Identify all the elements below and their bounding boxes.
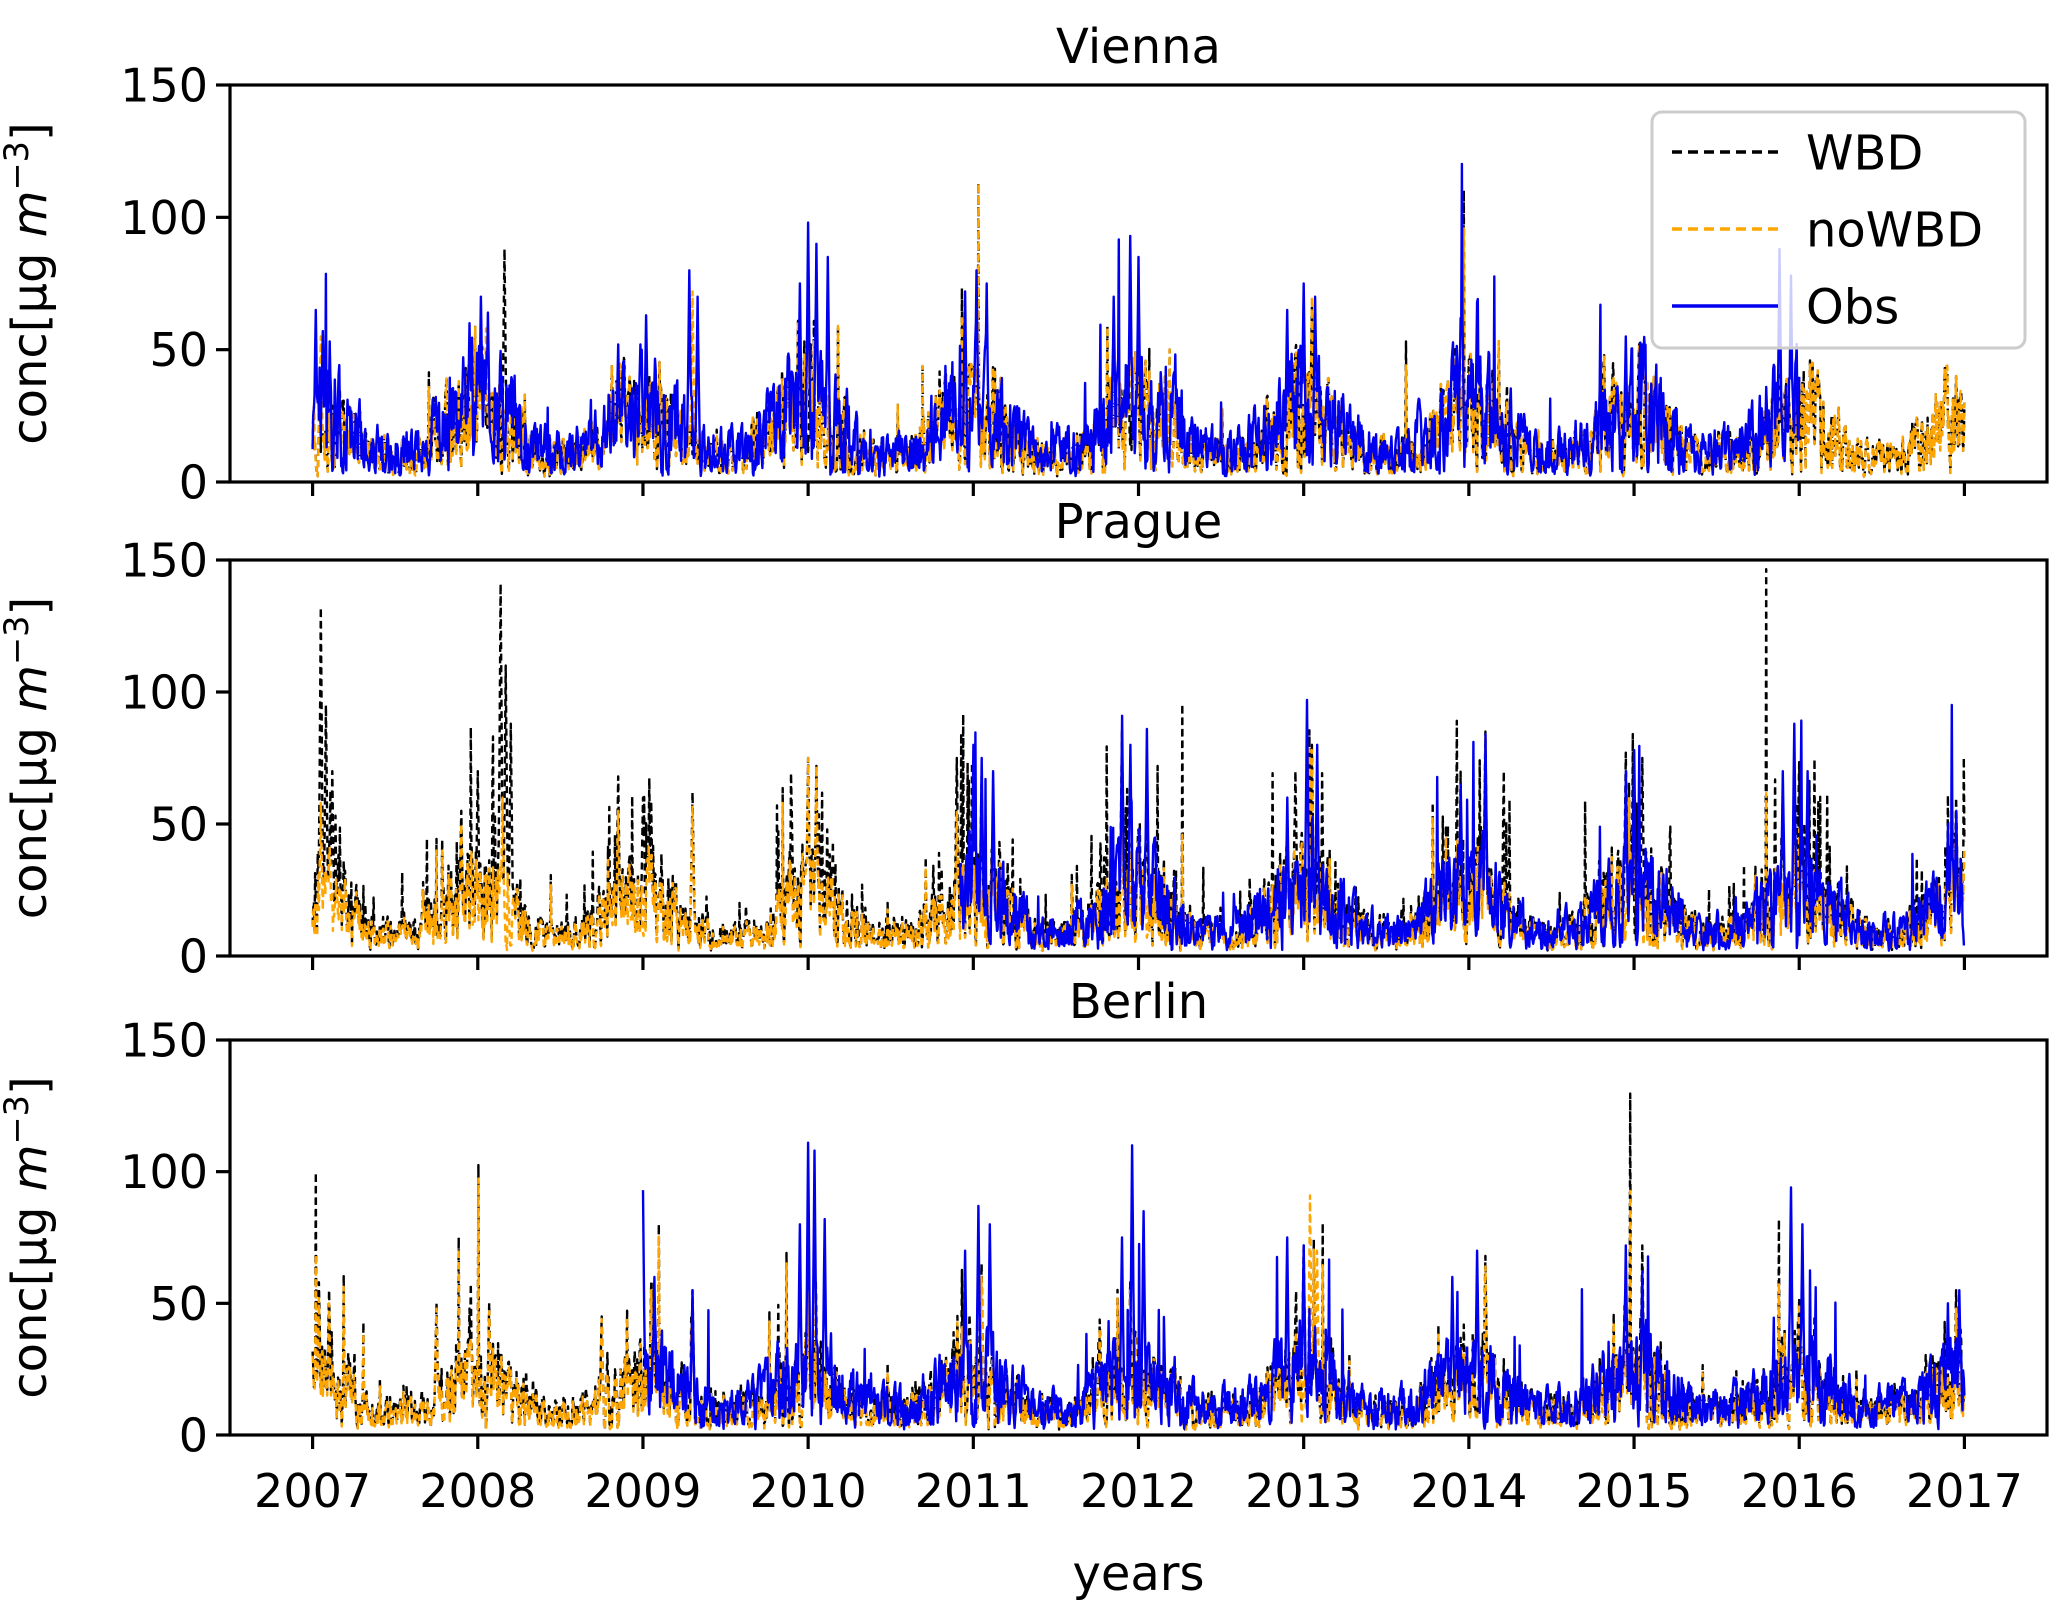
y-tick-label: 150 xyxy=(120,534,208,588)
panel-prague: Prague 0 50 100 150 conc[µg m−3] xyxy=(0,494,2049,984)
legend-label: Obs xyxy=(1806,279,1899,335)
y-tick-label: 50 xyxy=(149,798,208,852)
series-obs-berlin xyxy=(641,1141,1966,1431)
panel-title-vienna: Vienna xyxy=(1056,19,1221,75)
axes-frame xyxy=(228,558,2049,958)
x-tick-label: 2009 xyxy=(584,1464,701,1518)
series-obs-prague xyxy=(958,698,1966,952)
x-tick-label: 2013 xyxy=(1245,1464,1362,1518)
y-tick-label: 50 xyxy=(149,1277,208,1331)
y-tick-label: 0 xyxy=(179,930,208,984)
y-tick-label: 50 xyxy=(149,323,208,377)
y-tick-label: 100 xyxy=(120,191,208,245)
y-axis-label: conc[µg m−3] xyxy=(0,1076,58,1399)
x-tick-label: 2008 xyxy=(419,1464,536,1518)
axes-frame xyxy=(228,83,2049,484)
x-tick-label: 2007 xyxy=(254,1464,371,1518)
x-tick-label: 2012 xyxy=(1080,1464,1197,1518)
series-group xyxy=(311,162,1966,478)
x-tick-label: 2015 xyxy=(1576,1464,1693,1518)
legend-label: WBD xyxy=(1806,125,1923,181)
y-tick-label: 100 xyxy=(120,666,208,720)
legend: WBD noWBD Obs xyxy=(1650,110,2027,350)
legend-item-obs: Obs xyxy=(1672,279,1899,335)
series-obs-vienna xyxy=(311,162,1801,478)
series-group xyxy=(311,568,1966,952)
panel-title-prague: Prague xyxy=(1055,494,1223,550)
panel-berlin: Berlin 0 50 100 150 2007 2008 2009 2010 2011 2012 2… xyxy=(0,974,2049,1518)
legend-item-wbd: WBD xyxy=(1672,125,1923,181)
panel-title-berlin: Berlin xyxy=(1069,974,1208,1030)
legend-label: noWBD xyxy=(1806,202,1983,258)
series-group xyxy=(311,1092,1966,1431)
x-tick-label: 2010 xyxy=(750,1464,867,1518)
y-tick-label: 100 xyxy=(120,1145,208,1199)
y-tick-label: 150 xyxy=(120,1014,208,1068)
legend-box xyxy=(1650,110,2027,350)
x-tick-label: 2011 xyxy=(915,1464,1032,1518)
axes-frame xyxy=(228,1038,2049,1437)
panel-vienna: Vienna 0 50 100 150 conc[µg m−3] WBD noWBD Obs xyxy=(0,19,2049,510)
x-tick-label: 2016 xyxy=(1741,1464,1858,1518)
y-axis-label: conc[µg m−3] xyxy=(0,122,58,445)
x-axis-label: years xyxy=(1072,1546,1204,1602)
y-axis-label: conc[µg m−3] xyxy=(0,597,58,920)
series-nowbd-vienna xyxy=(311,181,1966,478)
series-nowbd-prague xyxy=(311,733,1966,952)
y-tick-label: 0 xyxy=(179,1409,208,1463)
x-tick-label: 2017 xyxy=(1906,1464,2023,1518)
y-tick-label: 150 xyxy=(120,59,208,113)
legend-item-nowbd: noWBD xyxy=(1672,202,1983,258)
x-tick-label: 2014 xyxy=(1410,1464,1527,1518)
y-tick-label: 0 xyxy=(179,456,208,510)
